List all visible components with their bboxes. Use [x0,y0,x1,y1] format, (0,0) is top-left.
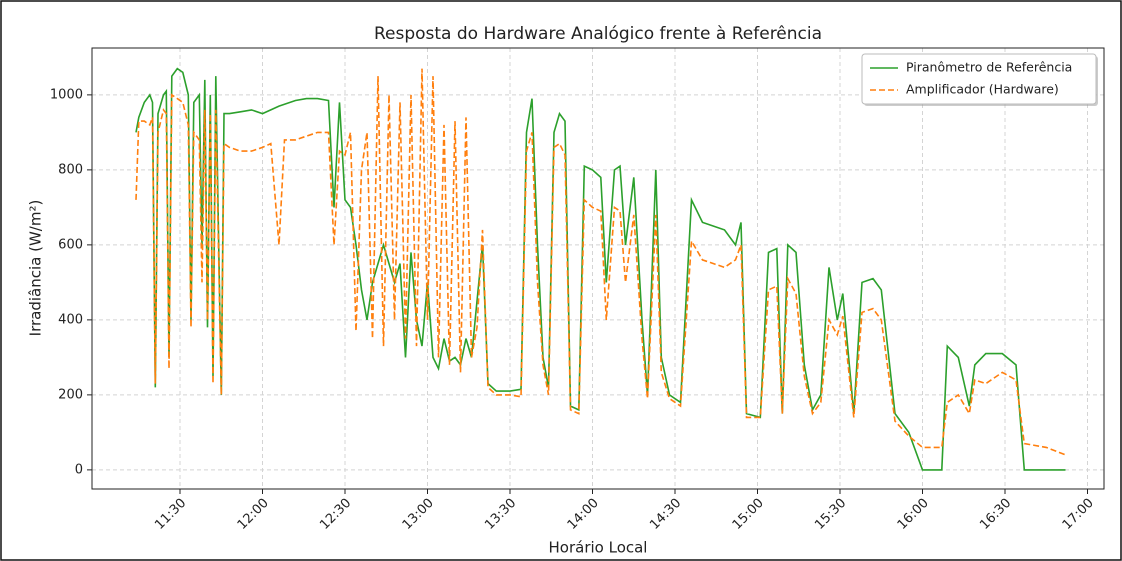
x-axis-label: Horário Local [549,539,648,557]
legend: Piranômetro de Referência Amplificador (H… [861,53,1098,106]
y-tick-label: 800 [58,162,83,177]
y-tick-label: 400 [58,312,83,327]
series-line [135,68,1066,456]
plot-border [91,47,1105,490]
legend-box [861,53,1097,105]
chart-title: Resposta do Hardware Analógico frente à … [374,24,822,44]
legend-label: Piranômetro de Referência [906,60,1072,75]
y-tick-label: 200 [58,387,83,402]
y-tick-label: 600 [58,237,83,252]
y-tick-label: 0 [75,462,83,477]
y-axis-label: Irradiância (W/m²) [27,200,45,337]
legend-label: Amplificador (Hardware) [906,82,1059,97]
y-tick-label: 1000 [50,87,83,102]
